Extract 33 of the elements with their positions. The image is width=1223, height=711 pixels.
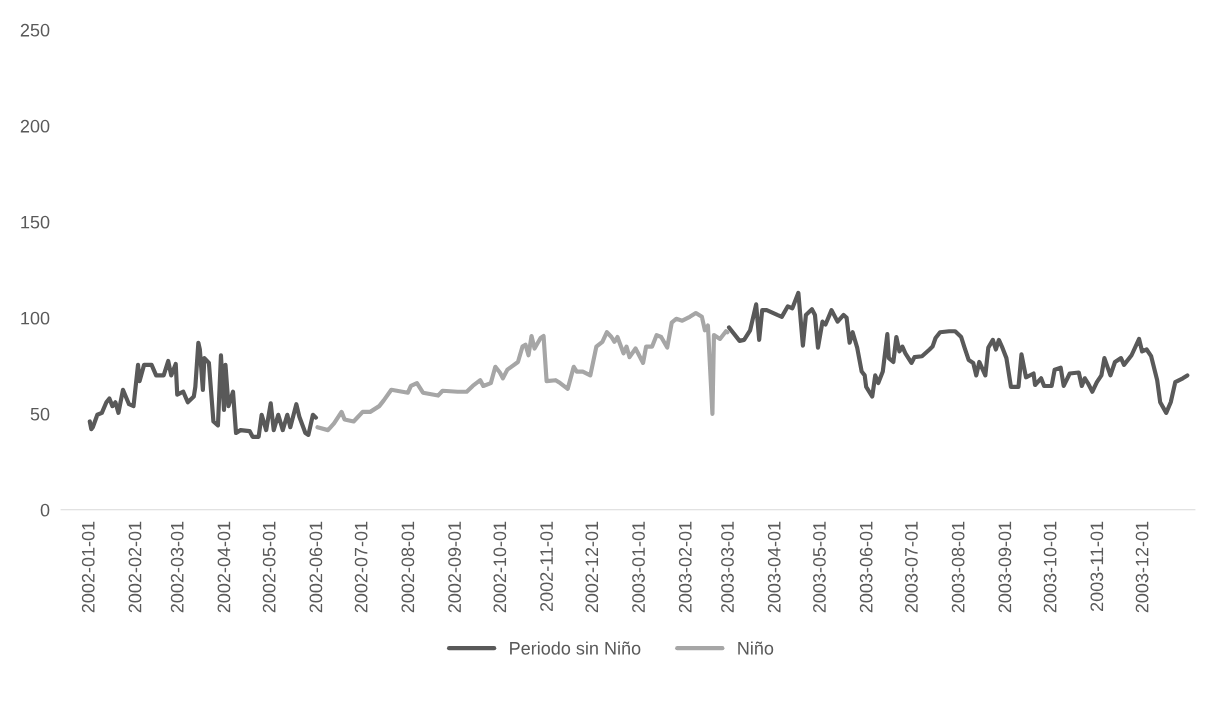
x-tick-label: 2003-04-01 [767,521,781,613]
y-tick-label: 50 [30,407,50,421]
x-tick-label: 2003-01-01 [632,521,645,613]
x-tick-label: 2002-11-01 [540,521,553,612]
y-tick-label: 100 [21,311,50,325]
y-tick-label: 150 [21,215,50,229]
x-tick-label: 2003-10-01 [1043,521,1057,613]
x-tick-label: 2002-05-01 [262,521,276,613]
x-tick-label: 2003-12-01 [1135,521,1149,613]
x-tick-label: 2003-05-01 [813,521,826,613]
x-tick-label: 2003-09-01 [998,521,1012,613]
x-tick-label: 2002-02-01 [128,521,142,613]
line-series [315,310,730,433]
x-tick-label: 2003-07-01 [905,521,918,613]
x-tick-label: 2003-11-01 [1090,521,1104,612]
x-tick-label: 2002-09-01 [448,521,461,613]
x-tick-label: 2003-06-01 [859,521,873,613]
x-tick-label: 2002-10-01 [493,521,507,613]
x-tick-label: 2002-06-01 [309,521,323,613]
x-tick-label: 2003-08-01 [951,521,965,613]
x-tick-label: 2002-08-01 [401,521,415,613]
x-tick-label: 2002-01-01 [81,521,95,613]
y-tick-label: 200 [20,119,50,133]
x-tick-label: 2002-04-01 [217,521,231,613]
legend-label: Periodo sin Niño [510,641,641,655]
y-tick-label: 0 [40,503,50,517]
x-tick-label: 2003-03-01 [721,521,734,613]
x-tick-label: 2002-03-01 [170,521,184,613]
legend-label: Niño [738,641,774,655]
x-tick-label: 2003-02-01 [678,521,692,613]
y-tick-label: 250 [20,23,50,37]
x-tick-label: 2002-07-01 [354,521,368,613]
x-tick-label: 2002-12-01 [585,521,599,613]
